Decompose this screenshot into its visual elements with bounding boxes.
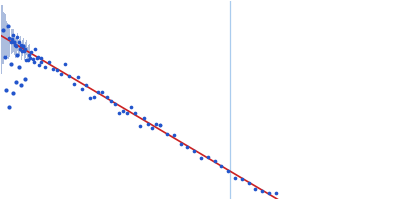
Point <box>87 96 93 100</box>
Point <box>191 149 197 153</box>
Point <box>0 28 6 31</box>
Point <box>58 73 64 76</box>
Point <box>3 88 10 92</box>
Point <box>11 40 18 44</box>
Point <box>252 187 258 190</box>
Point <box>20 50 27 53</box>
Point <box>149 127 155 130</box>
Point <box>34 56 40 59</box>
Point <box>232 177 238 180</box>
Point <box>128 106 134 109</box>
Point <box>225 169 231 172</box>
Point <box>46 60 52 64</box>
Point <box>6 105 13 108</box>
Point <box>2 55 8 59</box>
Point <box>204 155 211 159</box>
Point <box>157 124 163 127</box>
Point <box>266 191 272 195</box>
Point <box>91 96 97 99</box>
Point <box>37 60 44 63</box>
Point <box>23 59 30 62</box>
Point <box>198 157 204 160</box>
Point <box>18 84 24 87</box>
Point <box>27 56 33 60</box>
Point <box>16 65 22 68</box>
Point <box>54 69 60 72</box>
Point <box>177 142 184 146</box>
Point <box>50 68 56 71</box>
Point <box>74 75 81 79</box>
Point <box>9 37 15 41</box>
Point <box>116 111 122 114</box>
Point <box>83 83 89 86</box>
Point <box>30 57 36 61</box>
Point <box>70 82 77 85</box>
Point <box>22 78 28 81</box>
Point <box>95 91 102 94</box>
Point <box>10 92 16 95</box>
Point <box>8 62 14 65</box>
Point <box>108 99 114 103</box>
Point <box>157 123 163 126</box>
Point <box>24 58 31 62</box>
Point <box>66 75 73 78</box>
Point <box>13 80 19 83</box>
Point <box>144 123 151 126</box>
Point <box>238 178 245 181</box>
Point <box>13 44 19 47</box>
Point <box>36 64 42 67</box>
Point <box>32 47 38 50</box>
Point <box>184 145 190 148</box>
Point <box>132 112 138 115</box>
Point <box>136 125 143 128</box>
Point <box>259 189 265 192</box>
Point <box>245 182 252 185</box>
Point <box>99 90 106 94</box>
Point <box>17 48 23 51</box>
Point <box>78 88 85 91</box>
Point <box>31 61 37 64</box>
Point <box>42 66 48 69</box>
Point <box>164 132 170 135</box>
Point <box>211 160 218 163</box>
Point <box>22 47 28 50</box>
Point <box>272 191 279 194</box>
Point <box>28 51 35 54</box>
Point <box>62 63 68 66</box>
Point <box>218 164 224 168</box>
Point <box>124 111 130 114</box>
Point <box>8 40 14 44</box>
Point <box>153 123 159 126</box>
Point <box>140 117 147 120</box>
Point <box>37 57 44 60</box>
Point <box>15 41 22 44</box>
Point <box>20 45 26 48</box>
Point <box>5 24 11 27</box>
Point <box>14 36 20 39</box>
Point <box>120 110 126 113</box>
Point <box>18 43 24 46</box>
Point <box>14 54 21 57</box>
Point <box>12 43 18 46</box>
Point <box>26 53 32 57</box>
Point <box>10 34 16 37</box>
Point <box>170 133 177 137</box>
Point <box>35 56 41 59</box>
Point <box>6 37 13 40</box>
Point <box>19 49 26 52</box>
Point <box>112 103 118 106</box>
Point <box>103 96 110 99</box>
